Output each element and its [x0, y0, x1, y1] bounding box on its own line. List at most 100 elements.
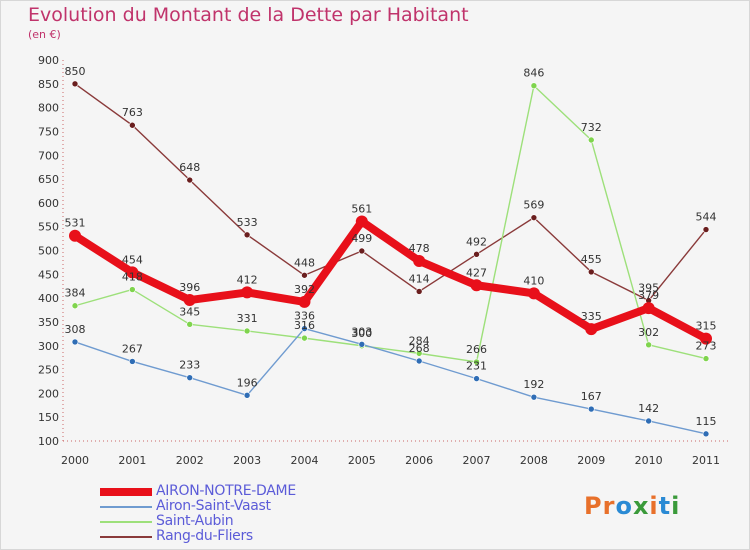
data-point: [298, 295, 311, 308]
data-point: [129, 121, 136, 129]
legend-swatch: [100, 521, 152, 523]
data-label: 454: [122, 253, 143, 266]
data-point: [71, 80, 79, 88]
data-label: 384: [65, 287, 86, 300]
data-label: 414: [409, 272, 430, 285]
data-label: 167: [581, 390, 602, 403]
data-labels: 850 763 648 533 448 499 414 492 569 455 395 544 384 4…: [65, 65, 717, 428]
data-label: 284: [409, 334, 430, 347]
data-label: 850: [65, 65, 86, 78]
data-point: [527, 287, 540, 300]
data-point: [702, 355, 710, 362]
logo-letter: o: [615, 492, 633, 520]
data-label: 379: [638, 289, 659, 302]
data-label: 396: [179, 281, 200, 294]
data-point: [126, 266, 139, 279]
data-point: [585, 323, 598, 336]
y-tick-label: 850: [38, 78, 59, 91]
chart-unit: (en €): [28, 28, 61, 41]
data-point: [241, 286, 254, 299]
data-label: 410: [523, 274, 544, 287]
y-tick-label: 900: [38, 54, 59, 67]
data-label: 231: [466, 360, 487, 373]
data-point: [642, 302, 655, 315]
data-label: 267: [122, 342, 143, 355]
x-tick-label: 2007: [463, 454, 491, 467]
data-point: [186, 374, 194, 381]
y-tick-label: 650: [38, 173, 59, 186]
data-point: [358, 341, 366, 348]
data-label: 561: [351, 202, 372, 215]
data-label: 192: [523, 378, 544, 391]
x-tick-label: 2011: [692, 454, 720, 467]
proxiti-logo: Proxiti: [584, 492, 680, 520]
data-label: 533: [237, 216, 258, 229]
logo-letter: r: [602, 492, 616, 520]
data-label: 273: [696, 340, 717, 353]
data-label: 316: [294, 319, 315, 332]
data-point: [702, 430, 710, 438]
y-axis-ticks: 100 150 200 250 300 350 400 450 500 550 600 650 700 7…: [38, 54, 59, 448]
data-point: [587, 136, 595, 144]
y-tick-label: 700: [38, 149, 59, 162]
data-point: [473, 358, 480, 366]
data-point: [415, 288, 423, 295]
data-point: [186, 176, 194, 184]
data-point: [301, 334, 308, 342]
data-label: 763: [122, 106, 143, 119]
data-point: [530, 82, 538, 90]
data-point: [129, 286, 136, 293]
x-tick-label: 2005: [348, 454, 376, 467]
logo-letter: i: [671, 492, 681, 520]
data-point: [645, 417, 652, 425]
legend-label: Airon-Saint-Vaast: [156, 498, 271, 514]
chart-title: Evolution du Montant de la Dette par Hab…: [28, 4, 469, 26]
data-point: [473, 375, 480, 382]
x-tick-label: 2002: [176, 454, 204, 467]
y-tick-label: 100: [38, 435, 59, 448]
data-point: [530, 393, 538, 401]
data-point: [355, 215, 368, 228]
data-label: 303: [351, 325, 372, 338]
data-label: 448: [294, 256, 315, 269]
data-label: 115: [696, 415, 717, 428]
data-point: [587, 268, 595, 276]
data-point: [587, 405, 595, 413]
data-point: [702, 226, 710, 233]
data-label: 300: [351, 327, 372, 340]
data-label: 427: [466, 266, 487, 279]
data-label: 266: [466, 343, 487, 356]
data-label: 455: [581, 253, 602, 266]
data-point: [645, 341, 652, 349]
data-label: 732: [581, 121, 602, 134]
y-tick-label: 250: [38, 364, 59, 377]
y-tick-label: 550: [38, 221, 59, 234]
data-label: 268: [409, 342, 430, 355]
y-tick-label: 200: [38, 387, 59, 400]
axes: [62, 60, 728, 442]
data-label: 142: [638, 402, 659, 415]
data-label: 302: [638, 326, 659, 339]
series-line-3: [74, 83, 707, 302]
y-tick-label: 150: [38, 411, 59, 424]
data-label: 499: [351, 232, 372, 245]
data-label: 492: [466, 235, 487, 248]
data-point: [71, 338, 79, 346]
x-tick-label: 2000: [61, 454, 89, 467]
legend-label: Rang-du-Fliers: [156, 528, 253, 544]
data-label: 418: [122, 271, 143, 284]
logo-letter: P: [584, 492, 603, 520]
y-tick-label: 350: [38, 316, 59, 329]
data-point: [413, 254, 426, 267]
x-tick-label: 2004: [290, 454, 318, 467]
x-tick-label: 2006: [405, 454, 433, 467]
y-tick-label: 400: [38, 292, 59, 305]
legend-swatch: [100, 506, 152, 508]
y-tick-label: 500: [38, 245, 59, 258]
x-tick-label: 2010: [635, 454, 663, 467]
series-line-1: [74, 327, 707, 435]
x-axis-ticks: 2000 2001 2002 2003 2004 2005 2006 2007 2008 2009…: [61, 454, 720, 467]
data-point: [69, 229, 81, 242]
data-point: [473, 251, 480, 258]
